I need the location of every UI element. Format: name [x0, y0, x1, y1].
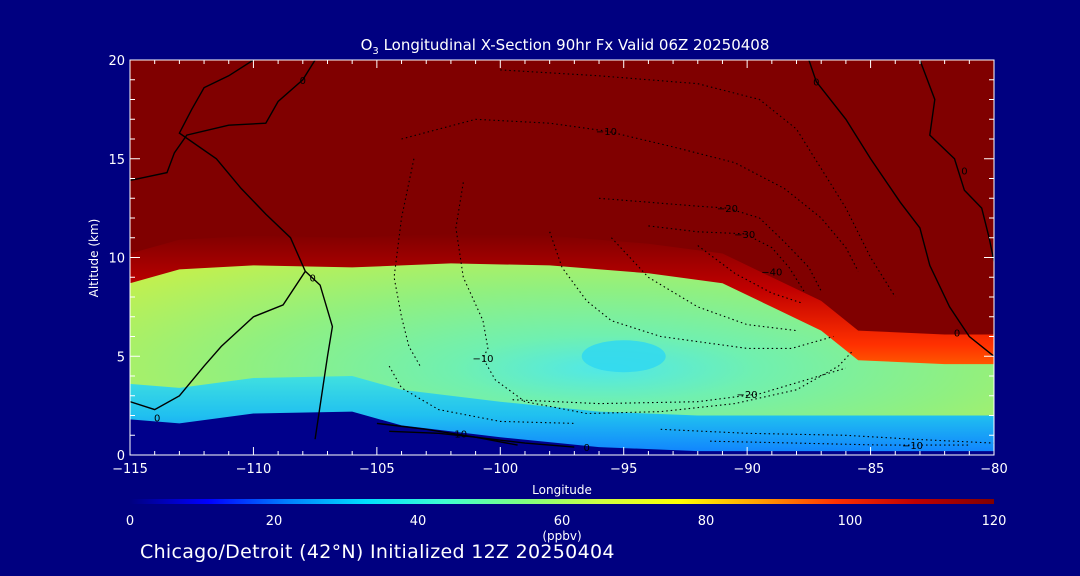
contour-label-15: −10	[902, 441, 923, 452]
contour-line-6	[808, 60, 994, 357]
x-tick-label: −80	[980, 462, 1007, 477]
x-axis-label: Longitude	[532, 483, 592, 497]
contour-label-4: 0	[961, 167, 967, 178]
contour-label-5: −20	[717, 204, 738, 215]
terrain	[130, 411, 994, 455]
colorbar-tick-label: 100	[838, 514, 863, 529]
colorbar-tick-label: 0	[126, 514, 134, 529]
low-ozone-core	[581, 340, 666, 373]
contour-line-13	[455, 182, 854, 415]
contour-line-7	[919, 60, 994, 262]
colorbar-tick-label: 40	[410, 514, 427, 529]
contour-line-10	[598, 197, 822, 292]
contour-label-2: 0	[813, 78, 819, 89]
contour-label-6: −30	[734, 230, 755, 241]
y-axis-label: Altitude (km)	[87, 219, 101, 298]
y-axis: 0 5 10 15 20	[108, 54, 994, 464]
colorbar-tick-label: 60	[554, 514, 571, 529]
contour-label-1: 0	[300, 76, 306, 87]
x-axis: −115 −110 −105 −100 −95 −90 −85 −80	[112, 60, 1008, 477]
contour-line-9	[401, 118, 859, 272]
colorbar: 0 20 40 60 80 100 120 (ppbv)	[126, 499, 1007, 543]
colorbar-scale	[130, 499, 994, 504]
contour-line-5	[389, 430, 518, 446]
x-tick-label: −110	[236, 462, 272, 477]
contour-line-11	[648, 225, 805, 292]
colorbar-ticks: 0 20 40 60 80 100 120	[126, 514, 1007, 529]
x-tick-label: −85	[857, 462, 884, 477]
contour-line-3	[304, 270, 334, 440]
contour-label-9: 0	[954, 329, 960, 340]
contour-line-19	[660, 428, 994, 444]
contour-line-18	[512, 367, 847, 405]
colorbar-tick-label: 80	[698, 514, 715, 529]
x-tick-label: −100	[482, 462, 518, 477]
footer-caption: Chicago/Detroit (42°N) Initialized 12Z 2…	[140, 541, 615, 563]
contour-label-10: −10	[472, 354, 493, 365]
contour-label-12: 0	[154, 414, 160, 425]
contour-label-13: 10	[454, 429, 467, 440]
contour-line-8	[500, 69, 896, 298]
contour-lines	[130, 60, 994, 448]
x-tick-label: −95	[610, 462, 637, 477]
colorbar-tick-label: 120	[982, 514, 1007, 529]
y-tick-label: 20	[108, 54, 125, 69]
x-tick-label: −105	[359, 462, 395, 477]
y-tick-label: 5	[117, 350, 125, 365]
contour-line-2	[130, 60, 307, 411]
contour-line-17	[388, 365, 575, 424]
plot-area: 0 0 −10 0 −20 −30 −40 0 0 −10 −20 0 10 0 −10	[130, 60, 994, 455]
x-tick-label: −115	[112, 462, 148, 477]
y-tick-label: 15	[108, 153, 125, 168]
y-tick-label: 10	[108, 252, 125, 267]
contour-line-12	[393, 158, 422, 369]
contour-line-16	[697, 245, 802, 304]
contour-label-7: −40	[761, 267, 782, 278]
contour-line-1	[130, 60, 316, 182]
colorbar-tick-label: 20	[266, 514, 283, 529]
contour-line-15	[610, 237, 797, 332]
contour-line-20	[710, 440, 970, 446]
y-tick-label: 0	[117, 449, 125, 464]
contour-label-3: −10	[596, 127, 617, 138]
contour-label-8: 0	[310, 273, 316, 284]
x-tick-label: −90	[733, 462, 760, 477]
contour-label-11: −20	[737, 390, 758, 401]
colorbar-label: (ppbv)	[542, 529, 581, 543]
contour-labels: 0 0 −10 0 −20 −30 −40 0 0 −10 −20 0 10 0 −10	[154, 76, 968, 454]
chart-title: O3 Longitudinal X-Section 90hr Fx Valid …	[361, 36, 770, 57]
contour-label-14: 0	[584, 443, 590, 454]
